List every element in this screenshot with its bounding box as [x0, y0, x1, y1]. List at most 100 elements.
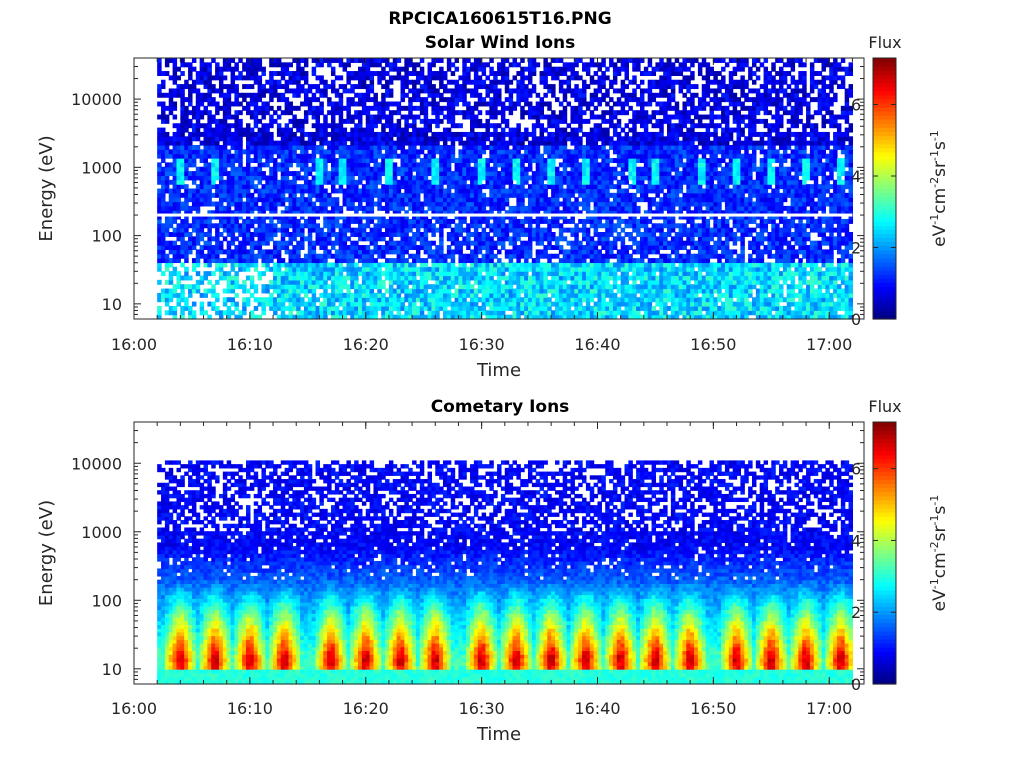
heat-cell [253, 262, 259, 268]
heat-cell [172, 201, 178, 207]
heat-cell [400, 297, 405, 303]
heat-cell [361, 292, 367, 298]
heat-cell [330, 279, 336, 285]
heat-cell [191, 262, 197, 268]
heat-cell [547, 136, 552, 142]
heat-cell [358, 227, 363, 233]
heat-cell [269, 284, 274, 290]
heat-cell [543, 149, 548, 155]
heat-cell [427, 127, 432, 133]
heat-cell [562, 288, 568, 294]
heat-cell [365, 214, 371, 220]
heat-cell [566, 266, 572, 272]
heat-cell [342, 66, 348, 72]
heat-cell [450, 236, 456, 242]
heat-cell [292, 297, 297, 303]
heat-cell [199, 245, 205, 250]
heat-cell [157, 218, 162, 224]
heat-cell [385, 266, 390, 272]
heat-cell [369, 140, 375, 146]
heat-cell [257, 171, 263, 177]
heat-cell [311, 110, 317, 116]
heat-cell [543, 75, 548, 81]
heat-cell [516, 188, 521, 194]
heat-cell [269, 279, 274, 285]
heat-cell [330, 66, 336, 72]
heat-cell [477, 232, 483, 237]
heat-cell [535, 314, 541, 320]
heat-cell [439, 266, 444, 272]
heat-cell [361, 301, 367, 307]
heat-cell [388, 179, 394, 185]
heat-cell [246, 136, 251, 142]
heat-cell [500, 79, 506, 85]
heat-cell [543, 262, 548, 268]
heat-cell [535, 214, 541, 220]
heat-cell [547, 131, 552, 137]
heat-cell [504, 223, 510, 229]
heat-cell [323, 301, 328, 307]
heat-cell [539, 284, 545, 290]
heat-cell [504, 131, 510, 137]
heat-cell [284, 79, 290, 85]
heat-cell [288, 105, 293, 111]
heat-cell [512, 158, 517, 163]
heat-cell [558, 292, 564, 298]
heat-cell [439, 253, 444, 259]
heat-cell [439, 166, 444, 172]
heat-cell [168, 258, 174, 264]
heat-cell [361, 314, 367, 320]
heat-cell [547, 62, 552, 68]
heat-cell [412, 314, 417, 320]
heat-cell [388, 245, 394, 250]
heat-cell [400, 201, 405, 207]
heat-cell [562, 297, 568, 303]
heat-cell [222, 275, 228, 281]
heat-cell [253, 205, 259, 211]
heat-cell [450, 218, 456, 224]
heat-cell [211, 223, 216, 229]
heat-cell [334, 145, 340, 150]
heat-cell [315, 240, 320, 246]
heat-cell [408, 71, 413, 76]
heat-cell [462, 210, 467, 216]
heat-cell [477, 153, 483, 159]
heat-cell [566, 301, 572, 307]
heat-cell [381, 66, 386, 72]
heat-cell [423, 158, 429, 163]
heat-cell [524, 279, 529, 285]
heat-cell [342, 201, 348, 207]
heat-cell [238, 58, 243, 63]
heat-cell [516, 166, 521, 172]
heat-cell [512, 292, 517, 298]
heat-cell [450, 275, 456, 281]
heat-cell [392, 271, 398, 277]
heat-cell [504, 284, 510, 290]
heat-cell [481, 258, 487, 264]
heat-cell [265, 88, 270, 94]
heat-cell [539, 297, 545, 303]
heat-cell [485, 62, 490, 68]
heat-cell [300, 240, 305, 246]
heat-cell [334, 271, 340, 277]
heat-cell [261, 262, 266, 268]
heat-cell [265, 153, 270, 159]
heat-cell [392, 266, 398, 272]
heat-cell [381, 297, 386, 303]
heat-cell [319, 153, 324, 159]
heat-cell [296, 205, 301, 211]
heat-cell [215, 158, 220, 163]
heat-cell [164, 279, 170, 285]
heat-cell [527, 245, 533, 250]
heat-cell [307, 171, 313, 177]
heat-cell [516, 297, 521, 303]
heat-cell [481, 166, 487, 172]
heat-cell [512, 214, 517, 220]
heat-cell [350, 162, 355, 168]
heat-cell [365, 97, 371, 103]
heat-cell [273, 310, 278, 316]
heat-cell [439, 205, 444, 211]
heat-cell [388, 110, 394, 116]
heat-cell [195, 240, 201, 246]
heat-cell [330, 105, 336, 111]
